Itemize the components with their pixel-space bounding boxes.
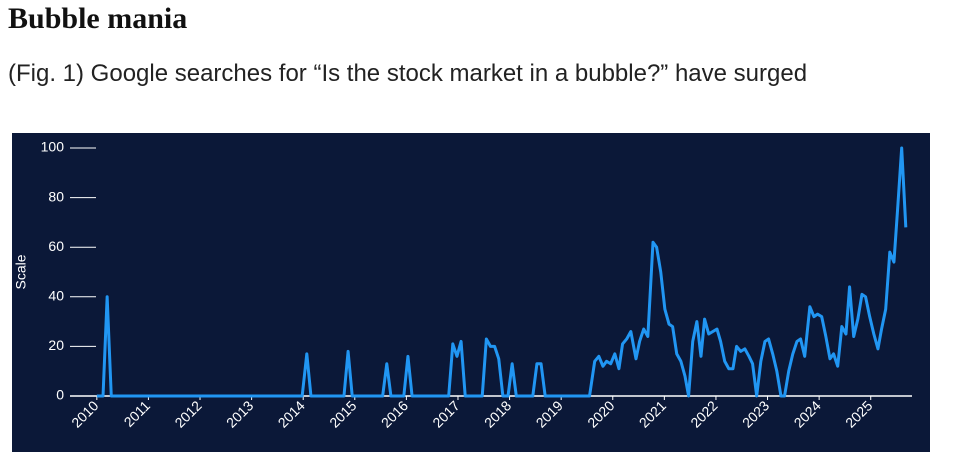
- data-line: [96, 146, 908, 398]
- y-tick-label: 60: [48, 238, 64, 254]
- y-tick-label: 0: [56, 387, 64, 403]
- subtitle: (Fig. 1) Google searches for “Is the sto…: [8, 60, 808, 87]
- y-tick-label: 40: [48, 288, 64, 304]
- y-tick-label: 80: [48, 188, 64, 204]
- y-tick-label: 20: [48, 337, 64, 353]
- y-tick-label: 100: [41, 139, 65, 155]
- chart-background: [12, 133, 930, 452]
- title: Bubble mania: [8, 2, 188, 35]
- y-axis-label: Scale: [13, 254, 29, 289]
